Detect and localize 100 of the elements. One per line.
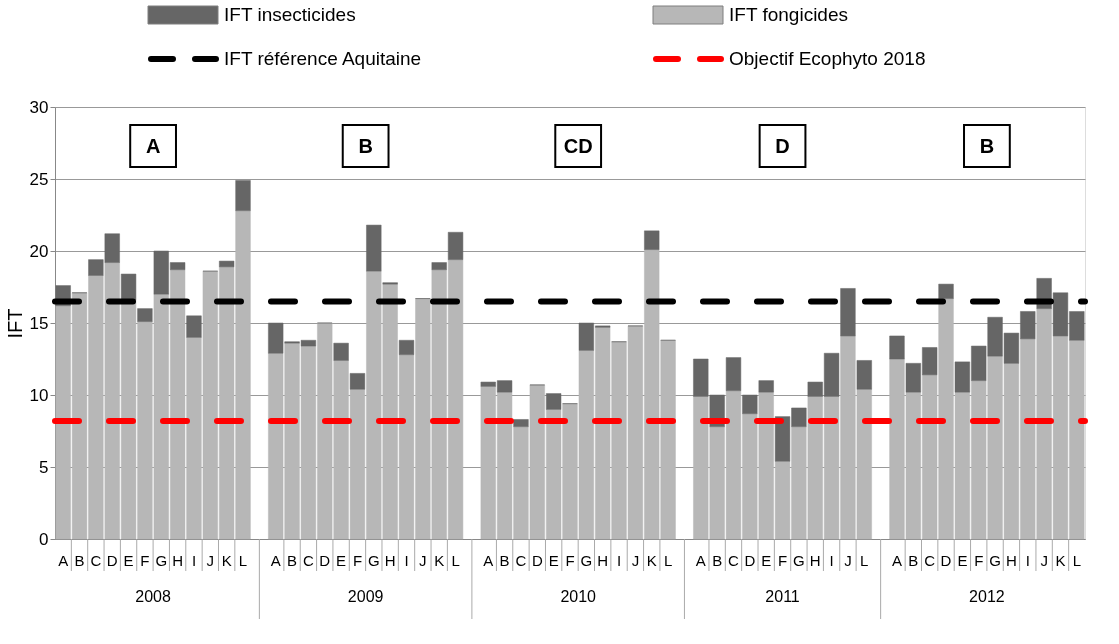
bar <box>349 373 366 390</box>
x-tick-label: D <box>940 552 952 569</box>
x-tick-label: I <box>616 552 622 569</box>
x-tick-label: E <box>761 552 772 569</box>
bar <box>758 380 774 393</box>
x-tick-label: H <box>384 552 396 569</box>
x-tick-label: H <box>597 552 609 569</box>
x-tick-label: F <box>974 552 984 569</box>
x-tick-label: B <box>712 552 723 569</box>
text: 2012 <box>969 588 1005 605</box>
x-tick-label: B <box>908 552 919 569</box>
x-tick-label: D <box>319 552 331 569</box>
y-tick-label: 15 <box>29 313 49 333</box>
bar <box>513 419 529 427</box>
x-tick-label: K <box>1055 552 1066 569</box>
legend-label: IFT fongicides <box>729 4 848 25</box>
y-tick-label: 5 <box>39 457 49 477</box>
bar <box>856 360 872 390</box>
bar <box>725 357 742 391</box>
x-tick-label: E <box>548 552 559 569</box>
x-tick-label: J <box>1040 552 1048 569</box>
x-tick-label: K <box>646 552 657 569</box>
x-tick-label: G <box>367 552 380 569</box>
x-tick-label: G <box>989 552 1001 569</box>
y-tick-label: 10 <box>29 385 49 405</box>
x-tick-label: E <box>336 552 347 569</box>
annotation: B <box>979 135 995 157</box>
x-tick-label: J <box>419 552 427 569</box>
y-tick-label: 0 <box>39 529 49 549</box>
x-tick-label: J <box>631 552 640 569</box>
x-tick-label: E <box>123 552 134 569</box>
x-tick-label: L <box>238 552 248 569</box>
bar <box>840 288 856 337</box>
y-tick-label: 20 <box>29 241 49 261</box>
x-tick-label: B <box>74 552 85 569</box>
x-tick-label: F <box>565 552 575 569</box>
legend-label: IFT référence Aquitaine <box>224 48 422 69</box>
x-tick-label: F <box>777 552 788 569</box>
x-tick-label: D <box>106 552 118 569</box>
bar <box>366 224 382 272</box>
x-tick-label: D <box>744 552 756 569</box>
x-tick-label: G <box>793 552 805 569</box>
x-tick-label: H <box>172 552 184 569</box>
y-tick-label: 30 <box>29 97 49 117</box>
x-tick-label: J <box>206 552 215 569</box>
text: 2009 <box>347 588 384 605</box>
bar <box>644 230 660 250</box>
y-tick-label: 25 <box>29 169 49 189</box>
text: 2011 <box>765 588 800 605</box>
legend-label: Objectif Ecophyto 2018 <box>729 48 926 69</box>
annotation: B <box>358 135 373 157</box>
x-tick-label: L <box>860 552 869 569</box>
bar <box>120 273 137 301</box>
bar <box>333 342 349 361</box>
x-tick-label: B <box>499 552 510 569</box>
bar <box>219 260 235 268</box>
x-tick-label: E <box>957 552 968 569</box>
x-tick-label: L <box>1072 552 1081 569</box>
x-tick-label: I <box>191 552 197 569</box>
bar <box>938 283 954 299</box>
bar <box>889 335 905 360</box>
x-tick-label: F <box>140 552 150 569</box>
text: 2010 <box>560 588 597 605</box>
bar <box>235 180 251 211</box>
annotation: CD <box>563 135 593 157</box>
annotation: A <box>145 135 161 157</box>
bar <box>742 394 758 414</box>
x-tick-label: A <box>58 552 69 569</box>
x-tick-label: H <box>1006 552 1017 569</box>
x-tick-label: C <box>515 552 527 569</box>
bar <box>186 315 202 338</box>
x-tick-label: A <box>695 552 706 569</box>
x-tick-label: A <box>891 552 902 569</box>
y-axis-title: IFT <box>3 308 26 339</box>
annotation: D <box>775 135 790 157</box>
x-tick-label: C <box>302 552 314 569</box>
x-tick-label: B <box>287 552 298 569</box>
x-tick-label: G <box>155 552 168 569</box>
x-tick-label: D <box>531 552 543 569</box>
bar <box>398 340 415 355</box>
bar <box>447 232 464 260</box>
x-tick-label: L <box>663 552 673 569</box>
x-tick-label: I <box>1025 552 1030 569</box>
x-tick-label: A <box>270 552 281 569</box>
x-tick-label: I <box>829 552 834 569</box>
x-tick-label: J <box>844 552 852 569</box>
legend-label: IFT insecticides <box>224 4 356 25</box>
x-tick-label: I <box>404 552 409 569</box>
x-tick-label: K <box>434 552 445 569</box>
x-tick-label: C <box>924 552 936 569</box>
x-tick-label: G <box>580 552 593 569</box>
x-tick-label: A <box>483 552 494 569</box>
x-tick-label: L <box>451 552 460 569</box>
text: 2008 <box>135 588 171 605</box>
x-tick-label: C <box>90 552 102 569</box>
x-tick-label: H <box>809 552 821 569</box>
bar <box>431 262 447 270</box>
x-tick-label: F <box>352 552 363 569</box>
x-tick-label: K <box>221 552 232 569</box>
bar <box>137 308 153 322</box>
